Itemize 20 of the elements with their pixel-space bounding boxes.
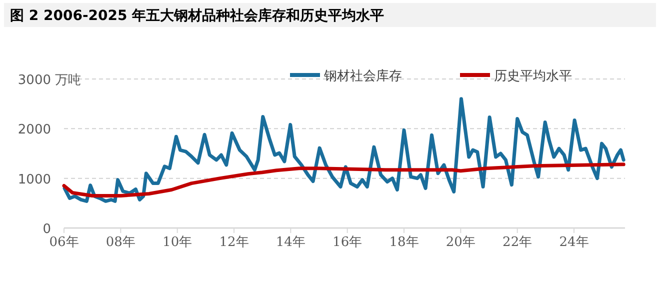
legend-label: 历史平均水平: [494, 69, 572, 84]
y-tick-label: 1000: [18, 172, 51, 188]
x-tick-label: 24年: [559, 235, 589, 250]
x-tick-label: 06年: [49, 235, 79, 250]
x-tick-label: 14年: [276, 235, 306, 250]
line-series: [62, 97, 626, 203]
x-tick-label: 08年: [106, 235, 136, 250]
x-tick-label: 22年: [502, 235, 532, 250]
legend-label: 钢材社会库存: [323, 69, 402, 84]
y-tick-label: 0: [42, 222, 51, 237]
x-tick-label: 20年: [446, 235, 476, 250]
x-tick-label: 18年: [389, 235, 419, 250]
x-tick-label: 12年: [219, 235, 249, 250]
y-axis-title: 万吨: [55, 73, 81, 88]
y-tick-label: 3000: [18, 73, 51, 88]
x-tick-label: 16年: [332, 235, 362, 250]
line-series: [62, 162, 626, 198]
x-tick-label: 10年: [162, 235, 192, 250]
y-tick-label: 2000: [18, 122, 51, 138]
chart-title: 图 2 2006-2025 年五大钢材品种社会库存和历史平均水平: [10, 7, 384, 24]
